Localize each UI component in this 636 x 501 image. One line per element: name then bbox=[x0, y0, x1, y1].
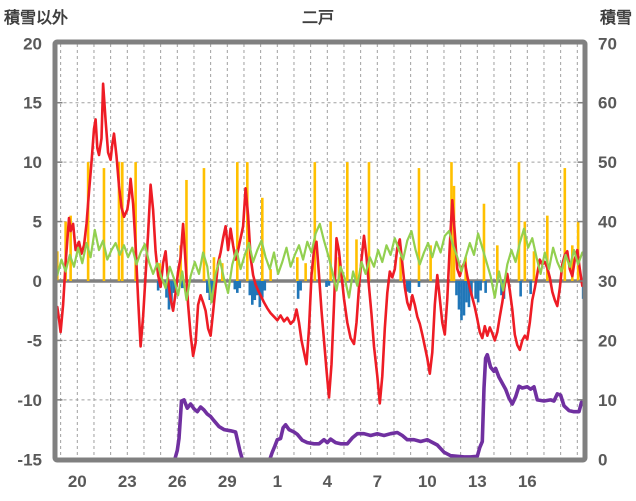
axis-ticks bbox=[57, 42, 583, 461]
x-axis-tick-label: 1 bbox=[273, 472, 282, 491]
series-layer bbox=[57, 82, 583, 461]
x-axis-tick-label: 4 bbox=[323, 472, 333, 491]
x-axis-tick-label: 29 bbox=[218, 472, 237, 491]
x-axis-tick-label: 23 bbox=[118, 472, 137, 491]
right-axis-tick-label: 10 bbox=[598, 391, 617, 410]
left-axis-tick-label: 5 bbox=[33, 213, 42, 232]
left-axis-tick-label: 15 bbox=[23, 94, 42, 113]
plot-background bbox=[57, 44, 583, 460]
left-axis-tick-label: 20 bbox=[23, 34, 42, 53]
right-axis-tick-label: 60 bbox=[598, 94, 617, 113]
x-axis-tick-label: 26 bbox=[168, 472, 187, 491]
left-axis-tick-label: 0 bbox=[33, 272, 42, 291]
right-axis-tick-label: 40 bbox=[598, 213, 617, 232]
chart-title: 二戸 bbox=[301, 10, 334, 27]
x-axis-tick-label: 20 bbox=[68, 472, 87, 491]
right-axis-tick-label: 50 bbox=[598, 153, 617, 172]
left-axis-tick-label: -5 bbox=[27, 331, 42, 350]
left-axis-title: 積雪以外 bbox=[4, 10, 69, 27]
right-axis-tick-label: 20 bbox=[598, 331, 617, 350]
x-axis-tick-label: 7 bbox=[373, 472, 382, 491]
x-axis-tick-label: 13 bbox=[468, 472, 487, 491]
x-axis-tick-label: 16 bbox=[518, 472, 537, 491]
left-axis-tick-label: -15 bbox=[17, 450, 42, 469]
red-line bbox=[57, 82, 583, 405]
left-axis-tick-label: -10 bbox=[17, 391, 42, 410]
green-line bbox=[57, 222, 583, 304]
right-axis-tick-label: 70 bbox=[598, 34, 617, 53]
x-axis-tick-label: 10 bbox=[418, 472, 437, 491]
right-axis-tick-label: 30 bbox=[598, 272, 617, 291]
plot-frame bbox=[52, 39, 588, 463]
right-axis-tick-label: 0 bbox=[598, 450, 607, 469]
right-axis-title: 積雪 bbox=[599, 10, 632, 27]
purple-line-snow-depth bbox=[57, 352, 583, 461]
left-axis-tick-label: 10 bbox=[23, 153, 42, 172]
